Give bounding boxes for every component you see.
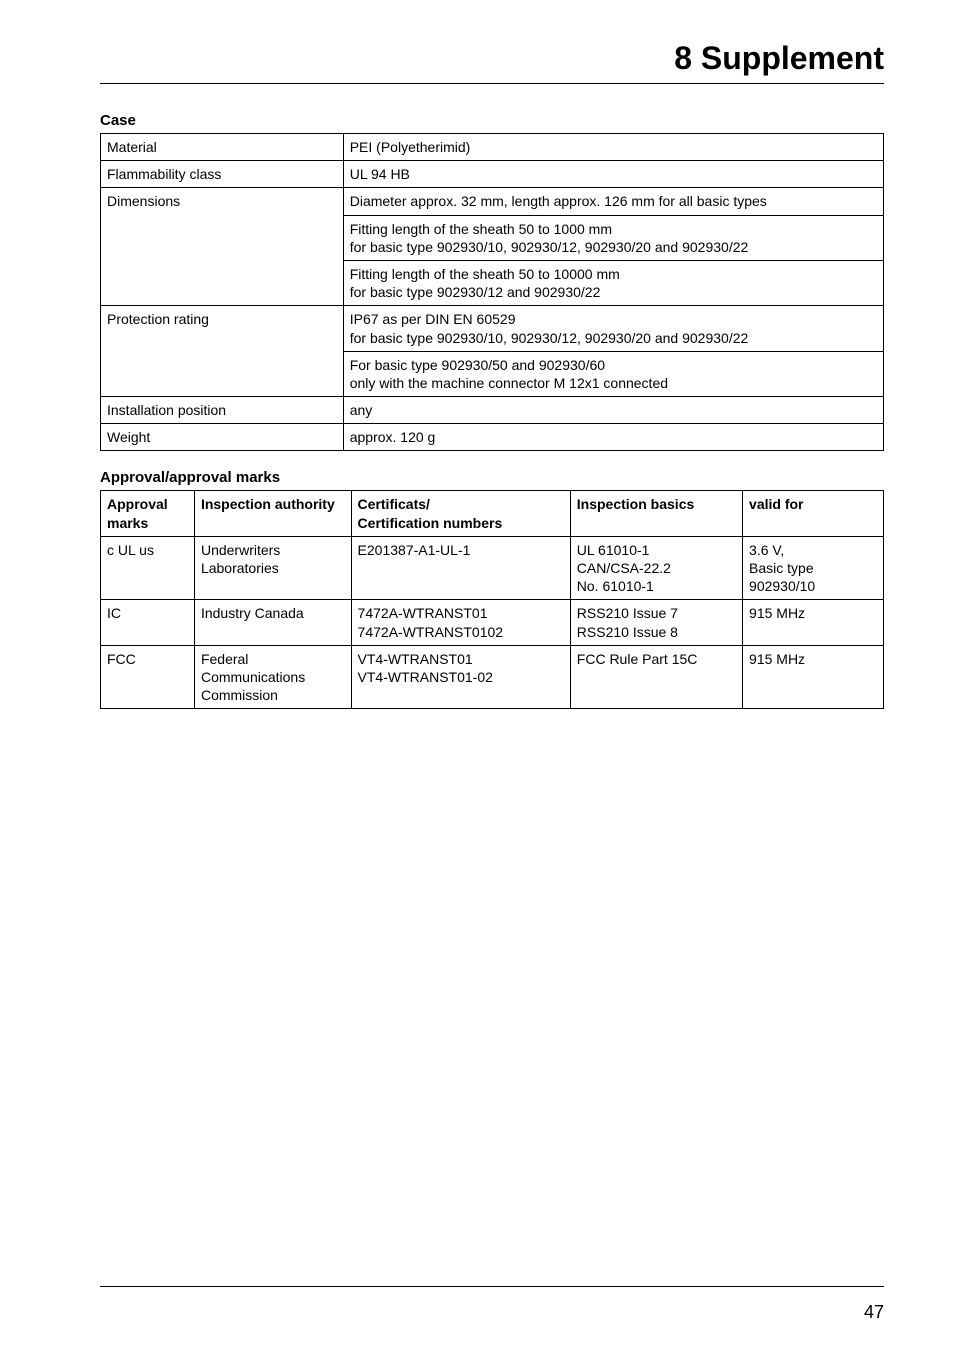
column-header: valid for <box>743 491 884 536</box>
footer-rule <box>100 1286 884 1287</box>
table-row: Flammability classUL 94 HB <box>101 161 884 188</box>
case-row-label: Weight <box>101 424 344 451</box>
case-row-label: Protection rating <box>101 306 344 397</box>
column-header: Inspection authority <box>194 491 351 536</box>
table-row: c UL usUnderwriters LaboratoriesE201387-… <box>101 536 884 600</box>
case-row-value: Fitting length of the sheath 50 to 1000 … <box>343 215 883 260</box>
table-row: Protection ratingIP67 as per DIN EN 6052… <box>101 306 884 351</box>
table-cell: E201387-A1-UL-1 <box>351 536 570 600</box>
table-row: MaterialPEI (Polyetherimid) <box>101 134 884 161</box>
table-row: Installation positionany <box>101 397 884 424</box>
table-row: FCCFederal Communications CommissionVT4-… <box>101 645 884 709</box>
column-header: Approval marks <box>101 491 195 536</box>
table-row: ICIndustry Canada7472A-WTRANST017472A-WT… <box>101 600 884 645</box>
case-row-value: any <box>343 397 883 424</box>
table-cell: FCC Rule Part 15C <box>570 645 742 709</box>
table-cell: c UL us <box>101 536 195 600</box>
case-row-value: PEI (Polyetherimid) <box>343 134 883 161</box>
table-header-row: Approval marksInspection authorityCertif… <box>101 491 884 536</box>
table-cell: Underwriters Laboratories <box>194 536 351 600</box>
case-row-value: For basic type 902930/50 and 902930/60on… <box>343 351 883 396</box>
table-cell: 915 MHz <box>743 600 884 645</box>
case-table: MaterialPEI (Polyetherimid)Flammability … <box>100 133 884 451</box>
table-cell: IC <box>101 600 195 645</box>
column-header: Inspection basics <box>570 491 742 536</box>
approvals-heading: Approval/approval marks <box>100 469 884 486</box>
table-row: DimensionsDiameter approx. 32 mm, length… <box>101 188 884 215</box>
case-row-value: approx. 120 g <box>343 424 883 451</box>
table-cell: Federal Communications Commission <box>194 645 351 709</box>
case-row-label: Installation position <box>101 397 344 424</box>
case-row-value: IP67 as per DIN EN 60529for basic type 9… <box>343 306 883 351</box>
case-row-label: Dimensions <box>101 188 344 306</box>
case-heading: Case <box>100 112 884 129</box>
approvals-table: Approval marksInspection authorityCertif… <box>100 490 884 709</box>
case-row-label: Flammability class <box>101 161 344 188</box>
chapter-title: 8 Supplement <box>100 40 884 77</box>
table-cell: UL 61010-1CAN/CSA-22.2No. 61010-1 <box>570 536 742 600</box>
table-cell: FCC <box>101 645 195 709</box>
page-number: 47 <box>864 1302 884 1323</box>
case-row-value: Diameter approx. 32 mm, length approx. 1… <box>343 188 883 215</box>
case-row-value: Fitting length of the sheath 50 to 10000… <box>343 260 883 305</box>
table-cell: RSS210 Issue 7RSS210 Issue 8 <box>570 600 742 645</box>
table-row: Weightapprox. 120 g <box>101 424 884 451</box>
table-cell: VT4-WTRANST01VT4-WTRANST01-02 <box>351 645 570 709</box>
case-row-label: Material <box>101 134 344 161</box>
title-rule <box>100 83 884 84</box>
table-cell: 7472A-WTRANST017472A-WTRANST0102 <box>351 600 570 645</box>
case-row-value: UL 94 HB <box>343 161 883 188</box>
table-cell: 3.6 V,Basic type902930/10 <box>743 536 884 600</box>
table-cell: Industry Canada <box>194 600 351 645</box>
column-header: Certificats/Certification numbers <box>351 491 570 536</box>
table-cell: 915 MHz <box>743 645 884 709</box>
